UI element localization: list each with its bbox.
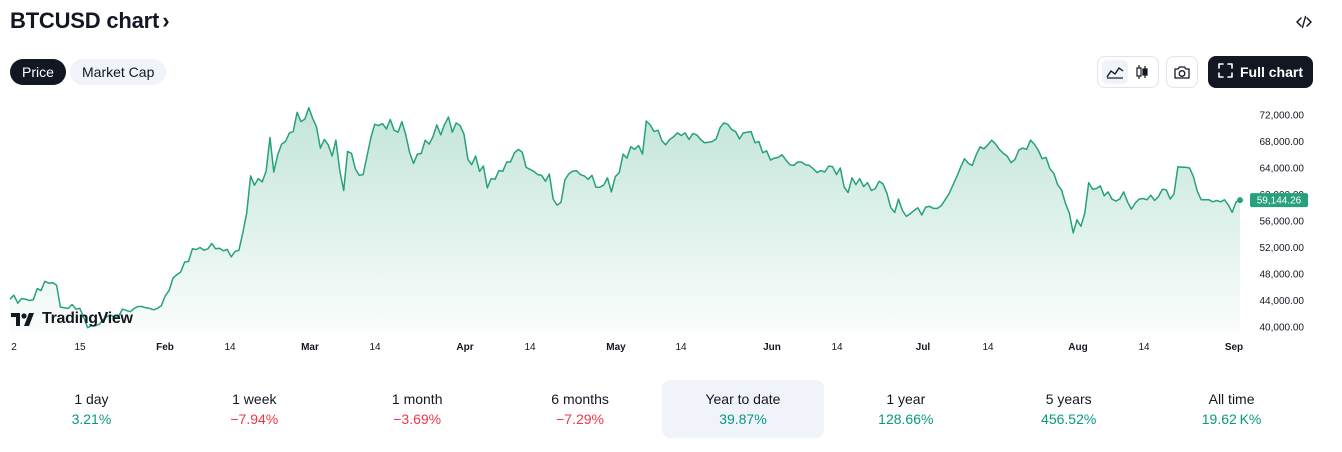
y-tick-label: 56,000.00 — [1260, 217, 1305, 228]
chart-title[interactable]: BTCUSD chart — [10, 8, 160, 33]
period-change: 456.52% — [1041, 411, 1097, 427]
expand-icon — [1218, 63, 1233, 81]
x-tick-label: 14 — [982, 342, 994, 353]
tradingview-logo[interactable]: TradingView — [11, 310, 133, 328]
period-1-month[interactable]: 1 month −3.69% — [336, 380, 499, 438]
period-1-year[interactable]: 1 year 128.66% — [824, 380, 987, 438]
area-chart-icon[interactable] — [1101, 60, 1128, 84]
performance-periods: 1 day 3.21% 1 week −7.94% 1 month −3.69% 6 mon… — [10, 380, 1313, 438]
x-tick-label: 14 — [831, 342, 843, 353]
period-6-months[interactable]: 6 months −7.29% — [499, 380, 662, 438]
x-tick-label: Mar — [301, 342, 319, 353]
x-tick-label: 14 — [1138, 342, 1150, 353]
y-axis: 72,000.0068,000.0064,000.0060,000.0056,0… — [1260, 111, 1305, 334]
period-label: 5 years — [1045, 391, 1092, 407]
x-tick-label: Jun — [763, 342, 781, 353]
period-label: 1 day — [74, 391, 109, 407]
period-label: All time — [1208, 391, 1255, 407]
x-tick-label: May — [606, 342, 626, 353]
full-chart-button[interactable]: Full chart — [1208, 56, 1313, 88]
y-tick-label: 48,000.00 — [1260, 270, 1305, 281]
code-icon[interactable] — [1292, 10, 1316, 34]
period-change: 3.21% — [71, 411, 112, 427]
period-label: 1 month — [391, 391, 443, 407]
chart-style-toggle — [1097, 56, 1159, 88]
period-label: 1 week — [232, 391, 277, 407]
period-change: −3.69% — [393, 411, 442, 427]
chart-header: BTCUSD chart › — [10, 8, 170, 34]
period-1-week[interactable]: 1 week −7.94% — [173, 380, 336, 438]
y-tick-label: 52,000.00 — [1260, 243, 1305, 254]
period-change: 128.66% — [878, 411, 934, 427]
period-label: Year to date — [705, 391, 781, 407]
full-chart-label: Full chart — [1239, 64, 1303, 80]
x-tick-label: Jul — [916, 342, 931, 353]
y-tick-label: 44,000.00 — [1260, 296, 1305, 307]
price-area — [10, 107, 1240, 333]
camera-icon[interactable] — [1166, 56, 1198, 88]
period-all-time[interactable]: All time 19.62 K% — [1150, 380, 1313, 438]
period-change: 19.62 K% — [1201, 411, 1262, 427]
period-change: −7.29% — [556, 411, 604, 427]
x-tick-label: Aug — [1068, 342, 1087, 353]
x-tick-label: Feb — [156, 342, 174, 353]
last-price-dot — [1237, 197, 1243, 204]
y-tick-label: 40,000.00 — [1260, 323, 1305, 334]
x-tick-label: 14 — [675, 342, 687, 353]
x-tick-label: 14 — [524, 342, 536, 353]
period-1-day[interactable]: 1 day 3.21% — [10, 380, 173, 438]
candlestick-icon[interactable] — [1129, 60, 1155, 84]
last-price-label: 59,144.26 — [1257, 196, 1302, 207]
price-line — [9, 106, 1241, 329]
tab-price[interactable]: Price — [10, 59, 66, 85]
x-tick-label: Apr — [456, 342, 473, 353]
period-label: 1 year — [886, 391, 926, 407]
period-change: 39.87% — [719, 411, 767, 427]
period-label: 6 months — [551, 391, 609, 407]
tradingview-logo-text: TradingView — [42, 310, 133, 327]
period-change: −7.94% — [230, 411, 279, 427]
x-tick-label: Sep — [1225, 342, 1243, 353]
x-tick-label: 14 — [224, 342, 236, 353]
y-tick-label: 72,000.00 — [1260, 111, 1305, 122]
price-chart[interactable]: 72,000.0068,000.0064,000.0060,000.0056,0… — [0, 95, 1342, 360]
y-tick-label: 64,000.00 — [1260, 164, 1305, 175]
x-tick-label: 2 — [11, 342, 17, 353]
tab-market-cap[interactable]: Market Cap — [70, 59, 167, 85]
last-price-badge: 59,144.26 — [1250, 193, 1308, 208]
period-year-to-date[interactable]: Year to date 39.87% — [661, 380, 825, 438]
chevron-right-icon[interactable]: › — [162, 8, 170, 33]
x-tick-label: 15 — [74, 342, 86, 353]
period-5-years[interactable]: 5 years 456.52% — [987, 380, 1150, 438]
tradingview-icon — [11, 312, 34, 326]
x-axis: 2 15 Feb 14 Mar 14 Apr 14 May 14 Jun 14 Jul 14 Aug 14 Se… — [11, 342, 1243, 353]
x-tick-label: 14 — [369, 342, 381, 353]
y-tick-label: 68,000.00 — [1260, 137, 1305, 148]
